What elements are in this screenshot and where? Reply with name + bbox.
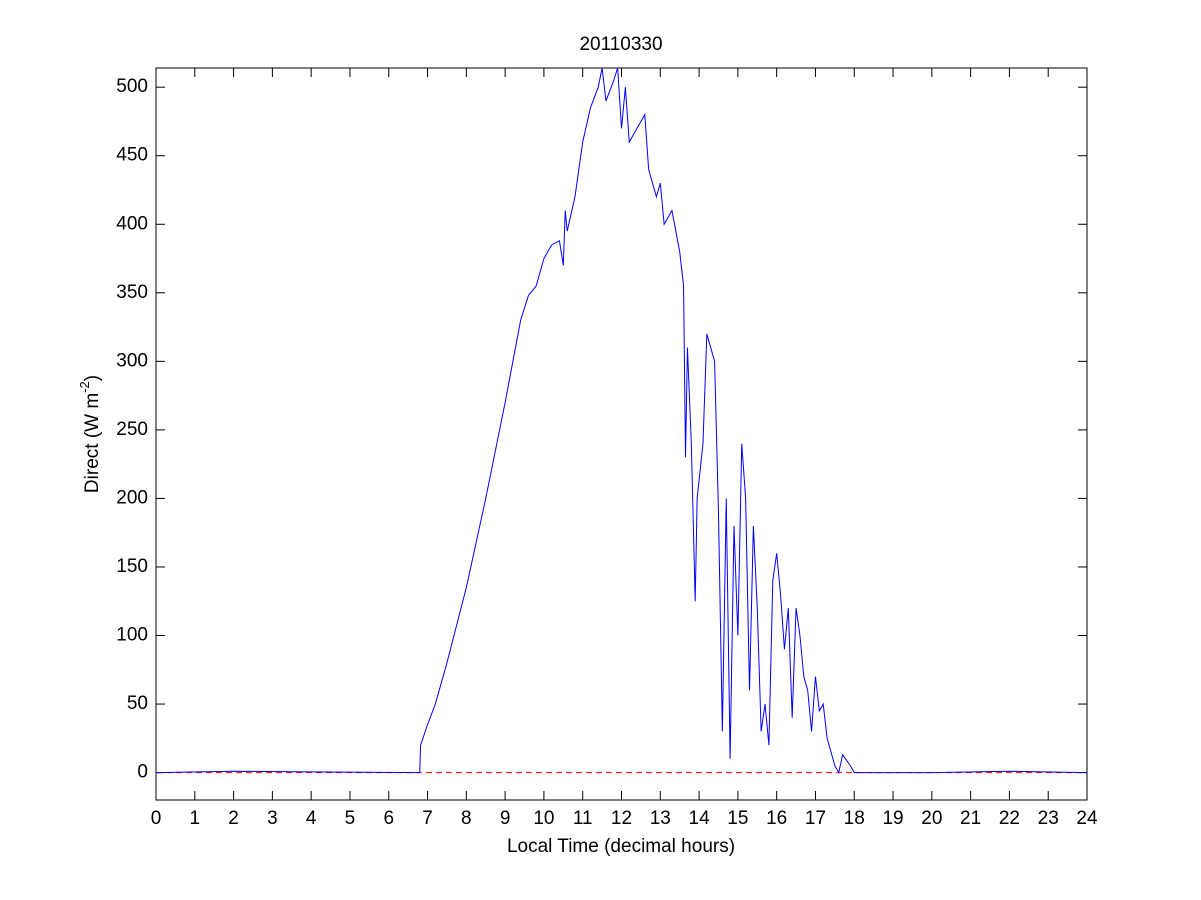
x-tick-label: 7 xyxy=(422,808,433,829)
x-axis-label: Local Time (decimal hours) xyxy=(507,836,735,857)
x-tick-label: 23 xyxy=(1038,808,1059,829)
x-tick-label: 13 xyxy=(650,808,671,829)
x-tick-label: 18 xyxy=(844,808,865,829)
y-tick-label: 0 xyxy=(137,762,148,783)
y-tick-label: 250 xyxy=(116,419,148,440)
y-tick-label: 50 xyxy=(127,693,148,714)
x-tick-label: 0 xyxy=(151,808,162,829)
x-tick-label: 1 xyxy=(190,808,201,829)
y-tick-label: 350 xyxy=(116,282,148,303)
x-tick-label: 8 xyxy=(461,808,472,829)
x-tick-label: 15 xyxy=(727,808,748,829)
x-tick-label: 10 xyxy=(533,808,554,829)
y-tick-label: 500 xyxy=(116,76,148,97)
y-axis-label: Direct (W m-2) xyxy=(77,375,103,493)
y-axis-label-superscript: -2 xyxy=(77,381,92,393)
x-tick-label: 14 xyxy=(689,808,711,829)
x-tick-label: 3 xyxy=(267,808,278,829)
y-tick-label: 450 xyxy=(116,145,148,166)
x-tick-label: 9 xyxy=(500,808,511,829)
plot-area xyxy=(155,67,1088,801)
y-tick-label: 200 xyxy=(116,487,148,508)
y-tick-label: 300 xyxy=(116,350,148,371)
x-tick-label: 24 xyxy=(1076,808,1098,829)
x-tick-label: 21 xyxy=(960,808,981,829)
x-tick-label: 17 xyxy=(805,808,826,829)
chart-title: 20110330 xyxy=(579,34,662,55)
y-axis-label-suffix: ) xyxy=(82,375,103,381)
x-tick-label: 6 xyxy=(383,808,394,829)
x-tick-label: 16 xyxy=(766,808,787,829)
x-tick-label: 4 xyxy=(306,808,317,829)
y-tick-label: 150 xyxy=(116,556,148,577)
data-line xyxy=(155,67,1088,774)
x-tick-label: 2 xyxy=(228,808,239,829)
y-tick-label: 100 xyxy=(116,625,148,646)
x-tick-label: 11 xyxy=(573,808,593,829)
y-axis-label-text: Direct (W m xyxy=(82,393,103,493)
x-tick-label: 5 xyxy=(345,808,356,829)
y-tick-label: 400 xyxy=(116,213,148,234)
x-tick-label: 12 xyxy=(611,808,632,829)
x-tick-label: 19 xyxy=(882,808,903,829)
x-tick-label: 20 xyxy=(921,808,942,829)
x-tick-label: 22 xyxy=(999,808,1020,829)
